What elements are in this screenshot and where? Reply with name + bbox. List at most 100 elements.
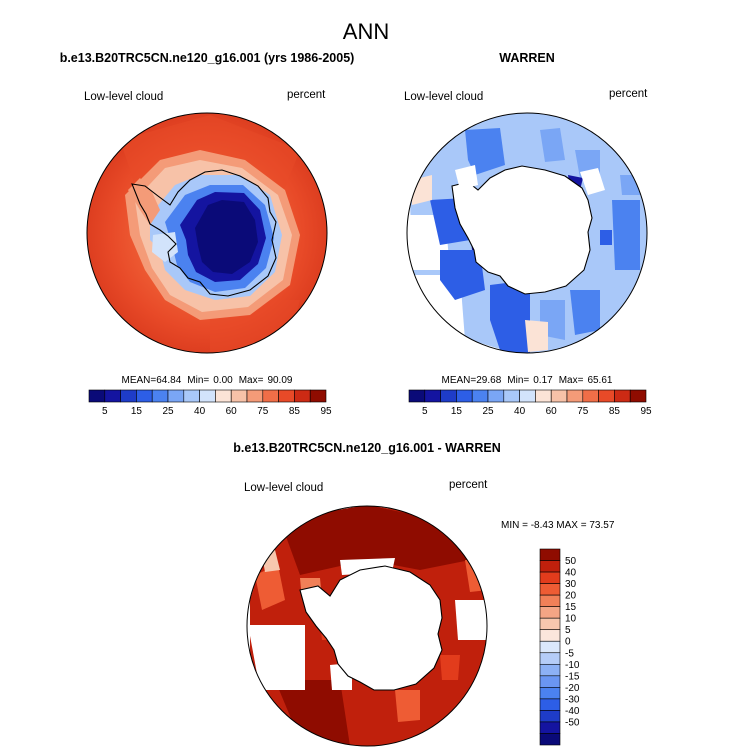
panel-warren-colorbar-box: [456, 389, 473, 403]
panel-model-colorbar-box: [120, 389, 137, 403]
panel-model-units: percent: [287, 89, 326, 101]
panel-model-colorbar-tick-label: 85: [289, 406, 301, 417]
panel-diff-colorbar-tick-label: 50: [565, 556, 577, 567]
panel-warren-colorbar-tick-label: 5: [422, 406, 428, 417]
panel-diff-units: percent: [449, 479, 488, 491]
panel-warren-colorbar: 5 15 25 40 60 75 85 95: [408, 389, 652, 417]
panel-model-colorbar-box: [151, 389, 169, 403]
panel-model-title: b.e13.B20TRC5CN.ne120_g16.001 (yrs 1986-…: [60, 51, 355, 65]
panel-warren-colorbar-box: [566, 389, 584, 403]
panel-warren-min: 0.17: [533, 375, 553, 386]
panel-model-colorbar-box: [88, 389, 106, 403]
panel-model-boundary: [86, 112, 328, 354]
panel-model-colorbar-box: [183, 389, 200, 403]
panel-warren-colorbar-box: [487, 389, 505, 403]
panel-diff-colorbar-box: [539, 733, 561, 746]
panel-diff-colorbar-tick-label: 40: [565, 568, 577, 579]
panel-diff-colorbar-box: [539, 560, 561, 573]
panel-model-colorbar-box: [104, 389, 121, 403]
panel-diff-colorbar-tick-label: 5: [565, 625, 571, 636]
panel-diff-colorbar-tick-label: -50: [565, 717, 580, 728]
panel-warren-colorbar-box: [471, 389, 489, 403]
panel-model-max-label: Max=: [239, 375, 264, 386]
panel-diff-colorbar-box: [539, 617, 561, 631]
panel-diff-variable: Low-level cloud: [244, 482, 323, 494]
panel-warren-mean: 29.68: [476, 375, 501, 386]
panel-warren-colorbar-box: [408, 389, 426, 403]
panel-diff-colorbar-tick-label: -40: [565, 706, 580, 717]
panel-diff-colorbar-box: [539, 663, 561, 677]
panel-diff-colorbar-box: [539, 629, 561, 642]
panel-model-colorbar-tick-label: 75: [257, 406, 269, 417]
panel-warren-colorbar-box: [582, 389, 599, 403]
panel-diff-boundary: [246, 505, 488, 747]
panel-warren-units: percent: [609, 88, 648, 100]
panel-model-colorbar-box: [199, 389, 216, 403]
panel-diff-map: [247, 506, 487, 746]
panel-diff-colorbar-tick-label: -30: [565, 694, 580, 705]
panel-warren-max: 65.61: [587, 375, 612, 386]
panel-warren-variable: Low-level cloud: [404, 91, 483, 103]
panel-model-colorbar-box: [278, 389, 295, 403]
panel-model-colorbar-tick-label: 25: [162, 406, 174, 417]
panel-warren-boundary: [406, 112, 648, 354]
panel-diff-colorbar-tick-label: 10: [565, 614, 577, 625]
panel-warren-mean-label: MEAN=: [442, 375, 477, 386]
panel-model-colorbar-box: [215, 389, 232, 403]
panel-diff-colorbar-box: [539, 594, 561, 607]
panel-warren-colorbar-tick-label: 95: [640, 406, 652, 417]
panel-model-max: 90.09: [267, 375, 292, 386]
panel-model-colorbar-tick-label: 95: [320, 406, 332, 417]
panel-warren-colorbar-box: [598, 389, 615, 403]
panel-diff-colorbar-box: [539, 710, 561, 723]
panel-model-colorbar-box: [167, 389, 185, 403]
panel-warren-colorbar-box: [614, 389, 631, 403]
panel-diff-colorbar-box: [539, 583, 561, 596]
panel-model-colorbar: 5 15 25 40 60 75 85 95: [88, 389, 332, 417]
panel-diff: b.e13.B20TRC5CN.ne120_g16.001 - WARREN L…: [233, 441, 615, 747]
panel-diff-colorbar-tick-label: -10: [565, 660, 580, 671]
panel-model-colorbar-box: [262, 389, 279, 403]
panel-warren-colorbar-box: [424, 389, 441, 403]
panel-model-colorbar-tick-label: 5: [102, 406, 108, 417]
panel-model-colorbar-box: [294, 389, 311, 403]
panel-diff-colorbar-box: [539, 687, 561, 700]
panel-warren-colorbar-tick-label: 15: [451, 406, 463, 417]
panel-diff-colorbar-box: [539, 548, 561, 561]
panel-model-mean-label: MEAN=: [122, 375, 157, 386]
panel-diff-colorbar-tick-label: -15: [565, 671, 580, 682]
panel-warren-colorbar-tick-label: 75: [577, 406, 589, 417]
panel-diff-colorbar-box: [539, 640, 561, 654]
panel-warren-colorbar-box: [519, 389, 536, 403]
panel-warren-min-label: Min=: [507, 375, 529, 386]
panel-diff-colorbar-tick-label: 20: [565, 591, 577, 602]
panel-warren-colorbar-box: [629, 389, 647, 403]
panel-warren: WARREN Low-level cloud percent: [404, 51, 652, 417]
panel-model: b.e13.B20TRC5CN.ne120_g16.001 (yrs 1986-…: [60, 51, 355, 417]
panel-warren-colorbar-tick-label: 60: [546, 406, 558, 417]
panel-model-map: [87, 113, 327, 353]
panel-model-min: 0.00: [213, 375, 233, 386]
panel-model-variable: Low-level cloud: [84, 91, 163, 103]
panel-diff-colorbar-box: [539, 606, 561, 619]
panel-warren-colorbar-tick-label: 40: [514, 406, 526, 417]
panel-model-colorbar-box: [230, 389, 248, 403]
panel-model-colorbar-tick-label: 15: [131, 406, 143, 417]
panel-warren-colorbar-tick-label: 25: [482, 406, 494, 417]
panel-diff-colorbar-tick-label: 30: [565, 579, 577, 590]
panel-diff-stats: MIN = -8.43 MAX = 73.57: [501, 520, 615, 531]
panel-diff-colorbar-box: [539, 698, 561, 711]
panel-diff-colorbar-tick-label: -5: [565, 648, 574, 659]
panel-diff-colorbar-box: [539, 721, 561, 734]
panel-model-mean: 64.84: [156, 375, 181, 386]
panel-model-min-label: Min=: [187, 375, 209, 386]
panel-warren-max-label: Max=: [559, 375, 584, 386]
panel-model-colorbar-tick-label: 40: [194, 406, 206, 417]
panel-diff-colorbar-tick-label: -20: [565, 683, 580, 694]
panel-warren-colorbar-tick-label: 85: [609, 406, 621, 417]
panel-warren-colorbar-box: [503, 389, 520, 403]
